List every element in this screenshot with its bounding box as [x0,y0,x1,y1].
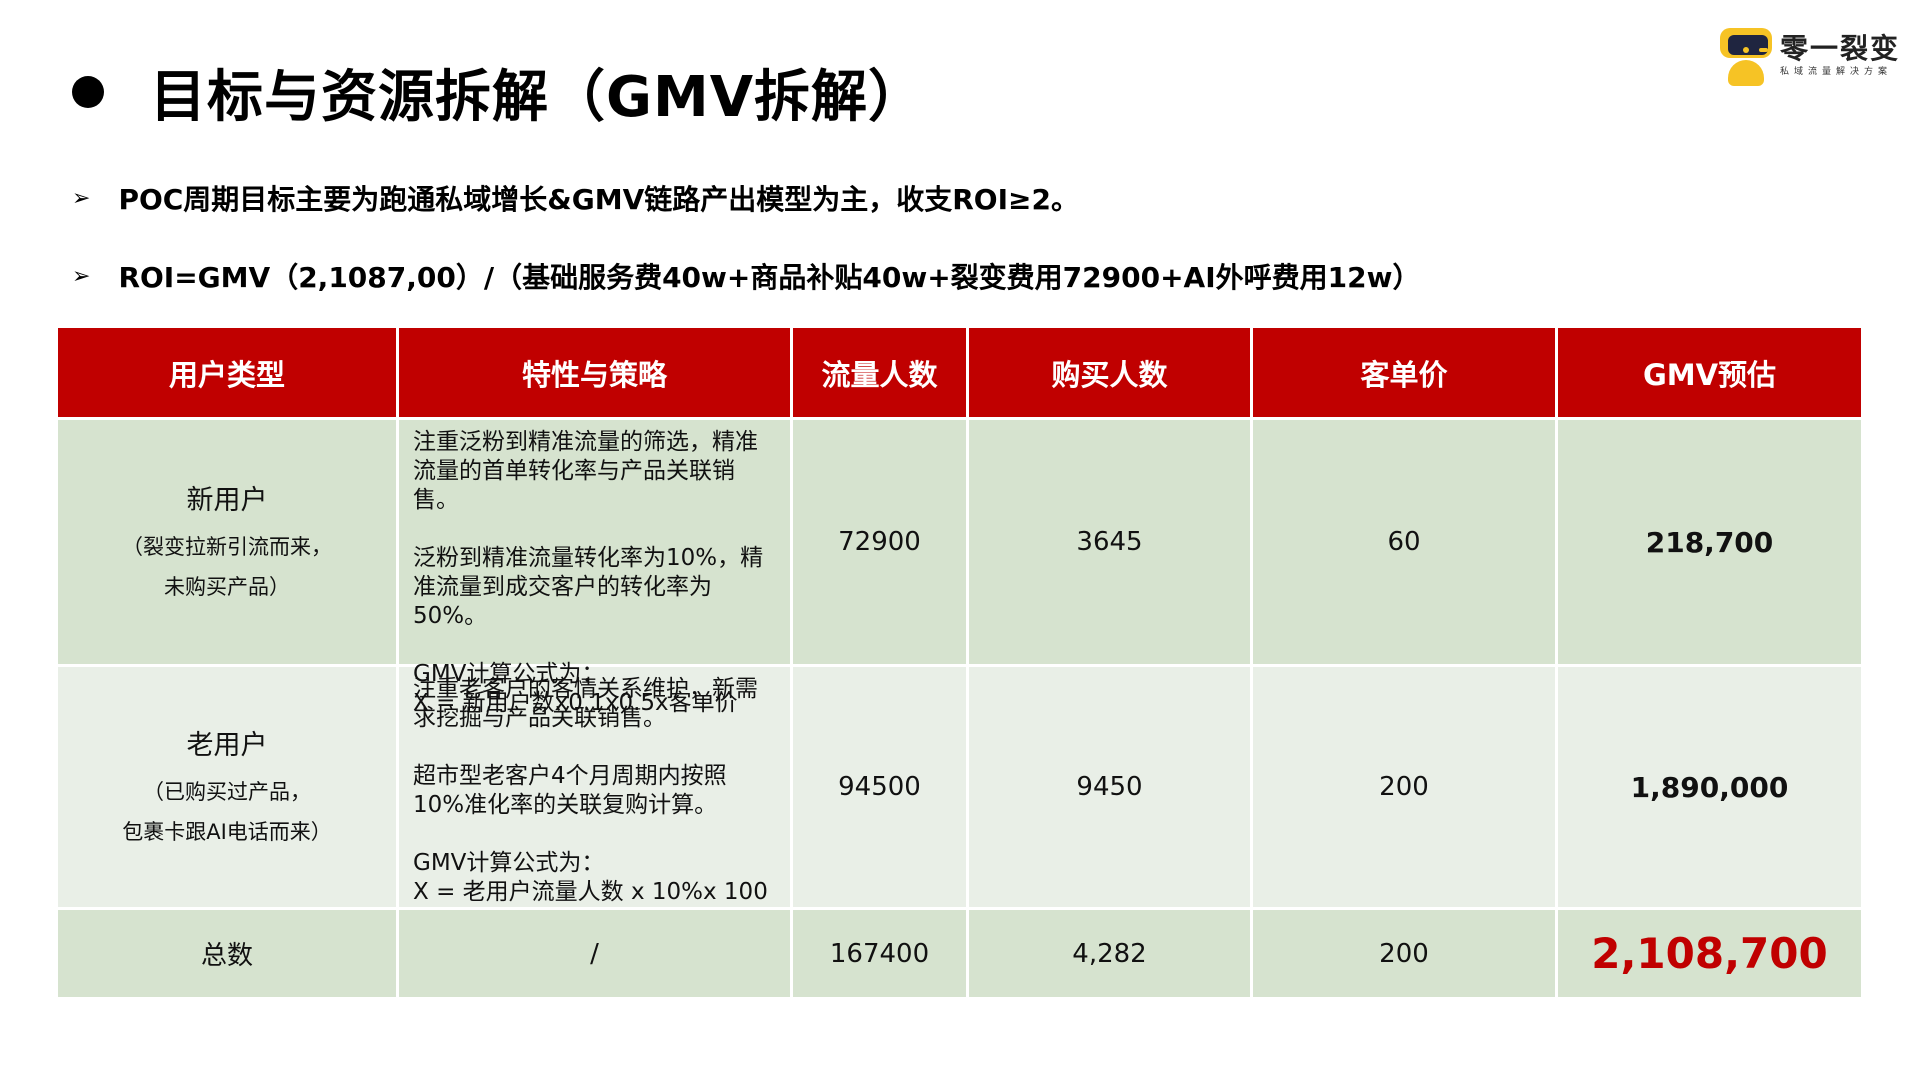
table-header-row: 用户类型 特性与策略 流量人数 购买人数 客单价 GMV预估 [58,328,1861,417]
unit-price-cell: 200 [1253,667,1558,907]
traffic-cell: 94500 [793,667,969,907]
gmv-cell: 1,890,000 [1630,770,1789,804]
table-row-total: 总数 / 167400 4,282 200 2,108,700 [58,910,1861,997]
unit-price-cell: 60 [1253,420,1558,664]
user-type-cell: 老用户 （已购买过产品， 包裹卡跟AI电话而来） [58,667,399,907]
total-label: 总数 [58,910,399,997]
buyers-cell: 3645 [969,420,1253,664]
user-type-note: （已购买过产品， [143,779,311,804]
column-header: 客单价 [1253,328,1558,417]
strategy-cell: 注重泛粉到精准流量的筛选，精准 流量的首单转化率与产品关联销售。 泛粉到精准流量… [399,420,793,716]
column-header: 用户类型 [58,328,399,417]
column-header: 流量人数 [793,328,969,417]
page-title: 目标与资源拆解（GMV拆解） [150,64,926,130]
gmv-total-cell: 2,108,700 [1591,929,1828,978]
page-title-row: 目标与资源拆解（GMV拆解） [72,52,925,132]
column-header: GMV预估 [1642,357,1777,392]
bullet-roi-formula: ➢ ROI=GMV（2,1087,00）/（基础服务费40w+商品补贴40w+裂… [72,256,1420,296]
user-type: 新用户 [186,484,268,516]
strategy-cell: 注重老客户的客情关系维护，新需 求挖掘与产品关联销售。 超市型老客户4个月周期内… [399,667,793,907]
bullet-text: POC周期目标主要为跑通私域增长&GMV链路产出模型为主，收支ROI≥2。 [118,183,1079,216]
table-row-new-users: 新用户 （裂变拉新引流而来， 未购买产品） 注重泛粉到精准流量的筛选，精准 流量… [58,420,1861,716]
buyers-cell: 9450 [969,667,1253,907]
user-type-note: 包裹卡跟AI电话而来） [122,819,332,844]
unit-price-cell: 200 [1253,910,1558,997]
traffic-cell: 167400 [793,910,969,997]
user-type-note: 未购买产品） [164,574,290,599]
user-type-cell: 新用户 （裂变拉新引流而来， 未购买产品） [58,420,399,664]
user-type: 老用户 [186,729,268,761]
traffic-cell: 72900 [793,420,969,664]
column-header: 购买人数 [969,328,1253,417]
arrow-bullet-icon: ➢ [72,263,91,289]
buyers-cell: 4,282 [969,910,1253,997]
robot-mascot-icon [1718,26,1774,86]
bullet-goal: ➢ POC周期目标主要为跑通私域增长&GMV链路产出模型为主，收支ROI≥2。 [72,178,1079,218]
title-bullet-icon [72,76,104,108]
column-header: 特性与策略 [399,328,793,417]
table-row-old-users: 老用户 （已购买过产品， 包裹卡跟AI电话而来） 注重老客户的客情关系维护，新需… [58,667,1861,907]
gmv-breakdown-table: 用户类型 特性与策略 流量人数 购买人数 客单价 GMV预估 新用户 （裂变拉新… [58,328,1861,997]
logo-tagline: 私域流量解决方案 [1780,67,1893,77]
arrow-bullet-icon: ➢ [72,185,91,211]
bullet-text: ROI=GMV（2,1087,00）/（基础服务费40w+商品补贴40w+裂变费… [118,261,1421,294]
strategy-cell: / [399,910,793,997]
gmv-cell: 218,700 [1645,525,1774,559]
brand-logo: 零一裂变 私域流量解决方案 [1718,26,1900,86]
logo-name: 零一裂变 [1780,32,1901,65]
user-type-note: （裂变拉新引流而来， [122,534,332,559]
